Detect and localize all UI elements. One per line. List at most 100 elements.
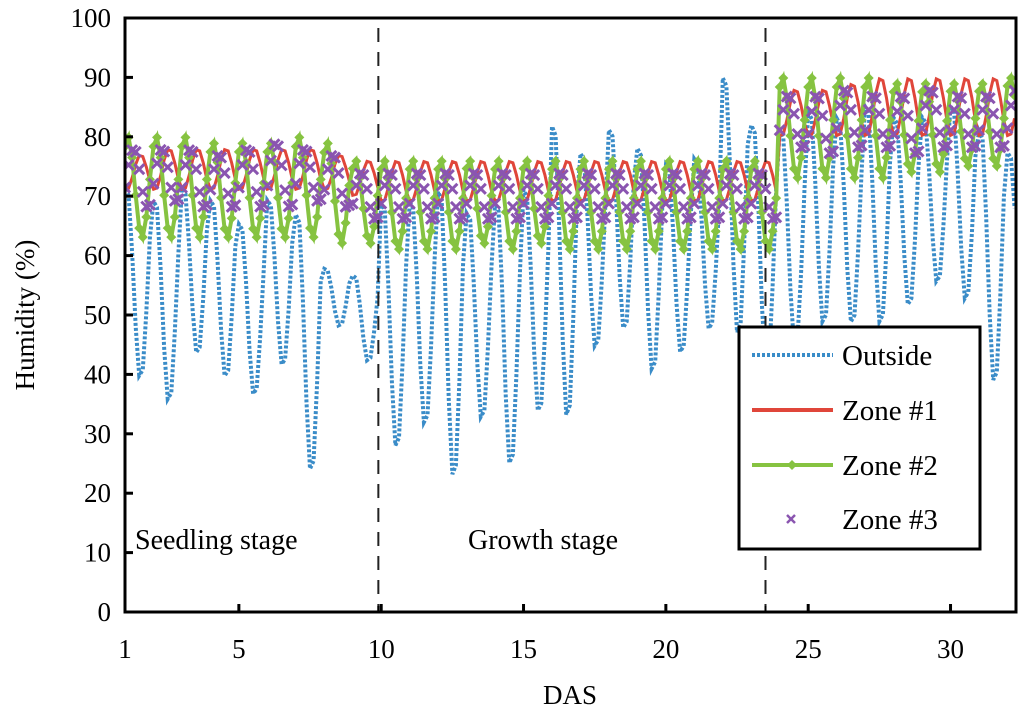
data-point xyxy=(346,197,359,210)
data-point xyxy=(184,152,195,163)
legend-label-zone2: Zone #2 xyxy=(842,450,938,482)
data-point xyxy=(842,130,853,141)
data-point xyxy=(806,73,817,84)
data-point xyxy=(332,167,345,180)
data-point xyxy=(899,129,910,140)
data-point xyxy=(308,232,319,243)
data-point xyxy=(579,156,590,167)
data-point xyxy=(137,232,148,243)
data-point xyxy=(175,181,188,194)
data-point xyxy=(176,141,187,152)
data-point xyxy=(152,132,163,143)
data-point xyxy=(372,190,383,201)
data-point xyxy=(577,179,591,192)
legend-label-outside: Outside xyxy=(842,340,932,372)
data-point xyxy=(190,163,203,176)
data-point xyxy=(902,158,913,169)
data-point xyxy=(428,211,441,224)
data-point xyxy=(727,168,740,182)
series-line-outside xyxy=(126,77,1015,475)
data-point xyxy=(158,145,171,158)
data-point xyxy=(207,163,221,176)
data-point xyxy=(403,197,416,210)
data-point xyxy=(771,193,782,204)
data-point xyxy=(290,141,301,152)
data-point xyxy=(193,185,206,198)
data-point xyxy=(141,211,152,222)
data-point xyxy=(194,232,205,243)
data-point xyxy=(442,168,455,182)
data-point xyxy=(844,103,857,116)
data-point xyxy=(127,152,138,163)
data-point xyxy=(602,197,615,210)
data-point xyxy=(845,163,856,174)
data-point xyxy=(229,199,242,212)
data-point xyxy=(664,156,675,167)
data-point xyxy=(933,126,946,139)
data-point xyxy=(592,200,605,214)
data-point xyxy=(237,138,248,149)
data-point xyxy=(774,82,785,93)
data-point xyxy=(931,158,942,169)
data-point xyxy=(746,164,757,175)
x-tick-label: 5 xyxy=(232,634,246,664)
data-point xyxy=(474,182,487,195)
data-point xyxy=(881,152,892,163)
data-point xyxy=(365,238,376,249)
data-point xyxy=(905,132,918,145)
data-point xyxy=(926,86,939,99)
data-point xyxy=(276,223,287,234)
data-point xyxy=(180,132,191,143)
data-point xyxy=(378,179,391,192)
data-point xyxy=(873,107,886,120)
data-point xyxy=(464,179,477,192)
data-point xyxy=(689,164,700,175)
data-point xyxy=(635,156,646,167)
data-point xyxy=(831,82,842,93)
data-point xyxy=(962,128,975,141)
data-point xyxy=(300,145,313,158)
data-point xyxy=(706,200,719,214)
y-tick-label: 20 xyxy=(84,478,111,508)
data-point xyxy=(791,128,804,141)
data-point xyxy=(532,230,543,241)
data-point xyxy=(741,211,754,224)
data-point xyxy=(906,166,917,177)
data-point xyxy=(522,156,533,167)
data-point xyxy=(593,244,604,255)
x-axis-title: DAS xyxy=(543,680,597,710)
data-point xyxy=(357,168,370,182)
data-point xyxy=(543,190,554,201)
data-point xyxy=(504,236,515,247)
data-point xyxy=(913,115,924,126)
data-point xyxy=(977,78,988,89)
data-point xyxy=(670,168,683,182)
data-point xyxy=(1004,99,1015,112)
data-point xyxy=(129,145,142,158)
series-zone-3 xyxy=(126,84,1015,225)
y-tick-label: 60 xyxy=(84,241,111,271)
data-point xyxy=(862,103,875,116)
data-point xyxy=(546,164,557,175)
data-point xyxy=(853,152,864,163)
data-point xyxy=(479,238,490,249)
data-point xyxy=(351,156,362,167)
data-point xyxy=(998,113,1009,124)
data-point xyxy=(404,164,415,175)
data-point xyxy=(486,190,497,201)
data-point xyxy=(371,211,384,224)
x-tick-label: 25 xyxy=(795,634,822,664)
data-point xyxy=(243,145,256,158)
data-point xyxy=(215,151,228,164)
data-point xyxy=(663,179,676,192)
data-point xyxy=(959,153,970,164)
data-point xyxy=(817,163,828,174)
data-point xyxy=(321,163,334,176)
data-point xyxy=(198,211,209,222)
data-point xyxy=(271,140,285,153)
data-point xyxy=(433,164,444,175)
data-point xyxy=(493,156,504,167)
data-point xyxy=(656,211,669,224)
data-point xyxy=(400,211,413,224)
data-point xyxy=(958,107,971,120)
